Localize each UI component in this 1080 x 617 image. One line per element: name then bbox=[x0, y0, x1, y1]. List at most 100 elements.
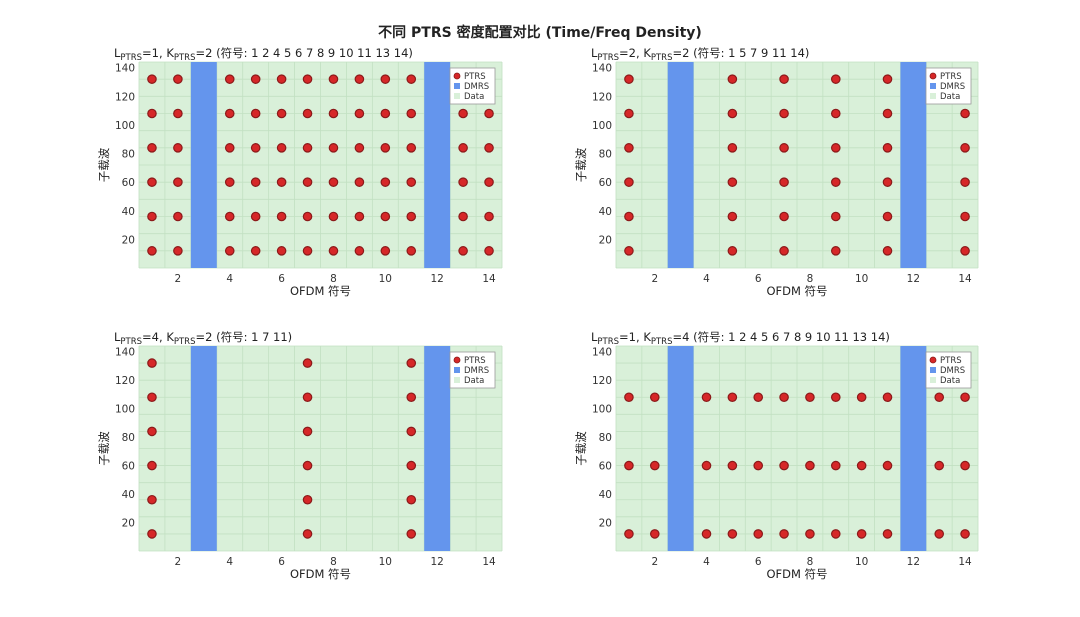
ptrs-point bbox=[484, 177, 494, 187]
title-text: K bbox=[166, 46, 174, 60]
ptrs-point bbox=[147, 529, 157, 539]
x-tick-label: 14 bbox=[958, 556, 972, 568]
legend-label: Data bbox=[940, 92, 960, 102]
legend-label: PTRS bbox=[940, 72, 962, 82]
ptrs-point bbox=[354, 108, 365, 119]
ptrs-point bbox=[779, 211, 789, 222]
title-text: =1, bbox=[142, 46, 166, 60]
ptrs-point bbox=[934, 460, 945, 471]
ptrs-point bbox=[302, 177, 313, 187]
legend-label: DMRS bbox=[940, 366, 965, 376]
title-text: =4, bbox=[142, 330, 166, 344]
ptrs-point bbox=[779, 74, 789, 84]
ptrs-point bbox=[224, 246, 235, 256]
y-axis-label: 子载波 bbox=[574, 147, 588, 182]
ptrs-point bbox=[753, 529, 764, 539]
title-text: L bbox=[591, 330, 598, 344]
ptrs-point bbox=[147, 494, 157, 505]
y-tick-label: 100 bbox=[592, 404, 612, 416]
y-tick-label: 20 bbox=[599, 518, 612, 530]
ptrs-point bbox=[328, 74, 339, 84]
title-subscript: PTRS bbox=[651, 337, 673, 347]
legend-marker-data bbox=[930, 93, 936, 99]
title-subscript: PTRS bbox=[174, 53, 196, 63]
title-text: =2 bbox=[195, 330, 212, 344]
title-text: (符号: 1 7 11) bbox=[212, 330, 292, 344]
ptrs-point bbox=[147, 358, 157, 368]
x-tick-label: 8 bbox=[807, 556, 814, 568]
figure-suptitle: 不同 PTRS 密度配置对比 (Time/Freq Density) bbox=[378, 24, 702, 41]
ptrs-point bbox=[173, 246, 183, 256]
ptrs-point bbox=[727, 392, 738, 403]
x-tick-label: 12 bbox=[907, 273, 920, 285]
y-tick-label: 80 bbox=[122, 432, 135, 444]
dmrs-column bbox=[900, 62, 927, 268]
legend-marker-data bbox=[930, 377, 936, 383]
y-tick-label: 120 bbox=[115, 91, 135, 103]
y-tick-label: 140 bbox=[592, 63, 612, 75]
ptrs-point bbox=[960, 392, 970, 403]
ptrs-point bbox=[302, 494, 313, 505]
y-tick-label: 120 bbox=[592, 375, 612, 387]
ptrs-point bbox=[830, 529, 841, 539]
legend-label: DMRS bbox=[464, 366, 489, 376]
ptrs-point bbox=[147, 460, 157, 471]
ptrs-point bbox=[882, 177, 893, 187]
ptrs-point bbox=[882, 108, 893, 119]
y-tick-label: 80 bbox=[599, 149, 612, 161]
ptrs-point bbox=[960, 108, 970, 119]
ptrs-point bbox=[753, 392, 764, 403]
ptrs-point bbox=[830, 460, 841, 471]
ptrs-point bbox=[173, 108, 183, 119]
title-text: =1, bbox=[619, 330, 643, 344]
y-tick-label: 120 bbox=[592, 91, 612, 103]
y-tick-label: 140 bbox=[592, 347, 612, 359]
x-tick-label: 8 bbox=[330, 556, 337, 568]
ptrs-point bbox=[779, 246, 789, 256]
ptrs-point bbox=[406, 426, 417, 437]
ptrs-point bbox=[960, 143, 970, 153]
x-axis-label: OFDM 符号 bbox=[290, 567, 351, 581]
x-tick-label: 2 bbox=[651, 273, 658, 285]
title-subscript: PTRS bbox=[174, 337, 196, 347]
ptrs-point bbox=[380, 143, 391, 153]
ptrs-point bbox=[960, 177, 970, 187]
ptrs-point bbox=[276, 211, 287, 222]
title-text: K bbox=[643, 46, 651, 60]
y-tick-label: 40 bbox=[599, 489, 612, 501]
ptrs-point bbox=[960, 246, 970, 256]
ptrs-point bbox=[328, 246, 339, 256]
ptrs-point bbox=[458, 143, 468, 153]
ptrs-point bbox=[649, 392, 660, 403]
x-tick-label: 6 bbox=[755, 556, 762, 568]
ptrs-point bbox=[779, 460, 789, 471]
ptrs-point bbox=[147, 177, 157, 187]
ptrs-point bbox=[328, 108, 339, 119]
title-text: =4 bbox=[672, 330, 689, 344]
ptrs-point bbox=[882, 529, 893, 539]
ptrs-point bbox=[354, 246, 365, 256]
ptrs-point bbox=[406, 246, 417, 256]
legend-marker-ptrs bbox=[929, 72, 937, 80]
ptrs-point bbox=[934, 392, 945, 403]
title-subscript: PTRS bbox=[597, 337, 619, 347]
ptrs-point bbox=[805, 392, 815, 403]
ptrs-point bbox=[727, 460, 738, 471]
ptrs-point bbox=[805, 529, 815, 539]
legend-marker-ptrs bbox=[929, 356, 937, 364]
x-tick-label: 10 bbox=[855, 273, 868, 285]
ptrs-point bbox=[302, 143, 313, 153]
ptrs-point bbox=[882, 460, 893, 471]
dmrs-column bbox=[190, 62, 217, 268]
x-tick-label: 4 bbox=[226, 556, 233, 568]
title-text: =2 bbox=[672, 46, 689, 60]
ptrs-point bbox=[250, 108, 261, 119]
y-tick-label: 120 bbox=[115, 375, 135, 387]
ptrs-point bbox=[406, 392, 417, 403]
title-text: L bbox=[114, 330, 121, 344]
title-text: =2, bbox=[619, 46, 643, 60]
legend-label: PTRS bbox=[464, 356, 486, 366]
